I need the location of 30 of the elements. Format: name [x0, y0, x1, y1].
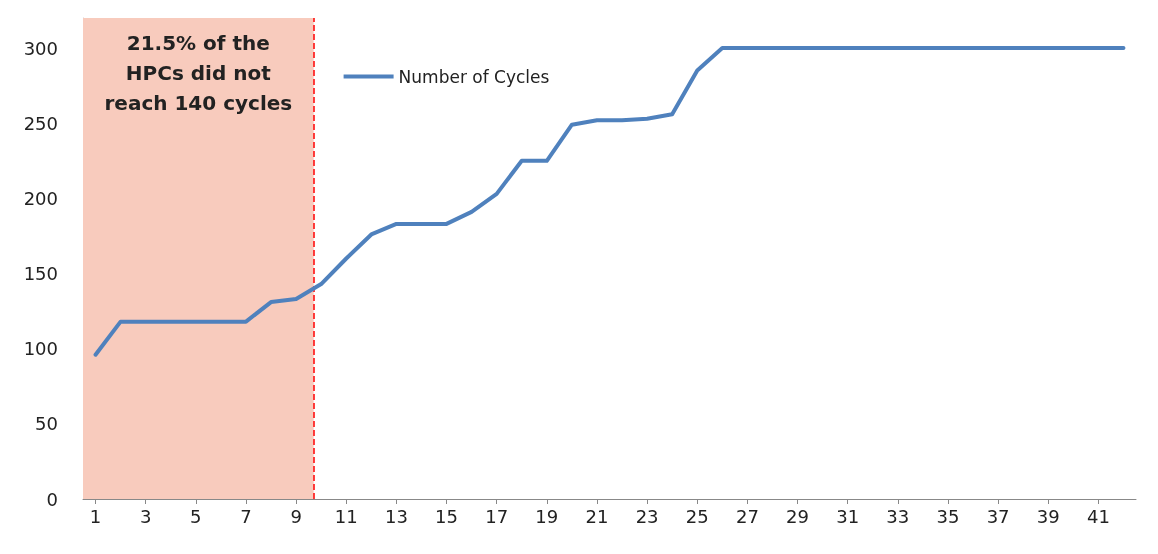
x-tick-label: 1	[89, 505, 102, 527]
y-tick-label: 250	[23, 112, 58, 134]
x-tick-label: 33	[886, 505, 910, 527]
legend-label: Number of Cycles	[398, 66, 550, 87]
x-tick-label: 21	[585, 505, 609, 527]
x-tick-label: 7	[240, 505, 252, 527]
x-tick-label: 13	[384, 505, 408, 527]
x-tick-label: 23	[635, 505, 659, 527]
x-tick-label: 41	[1086, 505, 1110, 527]
x-tick-label: 31	[836, 505, 860, 527]
x-tick-label: 15	[435, 505, 458, 527]
x-tick-label: 27	[735, 505, 759, 527]
x-tick-label: 11	[334, 505, 358, 527]
x-tick-label: 37	[986, 505, 1010, 527]
y-tick-label: 300	[23, 37, 58, 59]
x-tick-label: 39	[1036, 505, 1060, 527]
x-tick-label: 5	[190, 505, 202, 527]
band-label: 21.5% of the HPCs did not reach 140 cycles	[104, 31, 293, 115]
x-tick-label: 17	[485, 505, 509, 527]
y-tick-label: 50	[35, 413, 58, 435]
y-tick-label: 0	[46, 488, 58, 510]
y-tick-label: 100	[23, 338, 58, 360]
x-tick-label: 3	[139, 505, 152, 527]
x-tick-label: 9	[290, 505, 302, 527]
x-tick-label: 35	[936, 505, 960, 527]
x-tick-label: 19	[535, 505, 559, 527]
x-tick-label: 25	[685, 505, 709, 527]
y-tick-label: 200	[23, 187, 58, 209]
x-tick-label: 29	[786, 505, 809, 527]
y-tick-label: 150	[23, 263, 58, 285]
